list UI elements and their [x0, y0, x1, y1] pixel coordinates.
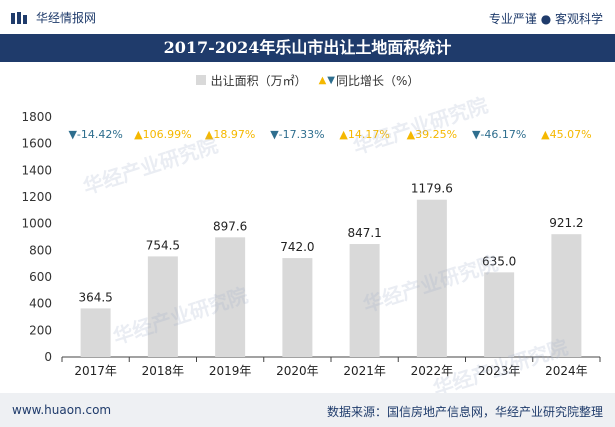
y-tick-label: 600 — [29, 270, 52, 284]
bar-value-label: 1179.6 — [411, 182, 453, 196]
x-tick-label: 2020年 — [276, 364, 319, 378]
growth-label-up: ▲45.07% — [541, 128, 591, 141]
legend-label-area: 出让面积（万㎡） — [210, 73, 307, 88]
y-tick-label: 200 — [29, 323, 52, 337]
tagline: 专业严谨 ● 客观科学 — [488, 12, 603, 26]
footer-source: 数据来源：国信房地产信息网，华经产业研究院整理 — [326, 405, 603, 419]
x-tick-label: 2023年 — [478, 364, 521, 378]
brand-logo-icon — [11, 11, 27, 24]
bar-value-label: 635.0 — [482, 254, 516, 268]
triangle-down-icon: ▼ — [327, 74, 335, 86]
y-tick-label: 400 — [29, 297, 52, 311]
footer-url-link[interactable]: www.huaon.com — [12, 403, 112, 417]
legend-swatch-bar — [195, 75, 206, 85]
y-tick-label: 0 — [44, 350, 52, 364]
bar-value-label: 847.1 — [347, 226, 381, 240]
x-tick-label: 2017年 — [74, 364, 117, 378]
y-tick-label: 1600 — [21, 137, 52, 151]
growth-label-up: ▲39.25% — [407, 128, 457, 141]
y-tick-label: 1400 — [21, 163, 52, 177]
legend: 出让面积（万㎡） ▲ ▼ 同比增长（%） — [0, 71, 615, 89]
y-tick-label: 1000 — [21, 217, 52, 231]
legend-item-area: 出让面积（万㎡） — [195, 72, 307, 89]
bar-value-label: 364.5 — [78, 290, 112, 304]
y-tick-label: 800 — [29, 243, 52, 257]
growth-label-down: ▼-17.33% — [270, 128, 324, 141]
footer: www.huaon.com 数据来源：国信房地产信息网，华经产业研究院整理 — [0, 393, 615, 427]
bar-value-label: 742.0 — [280, 240, 314, 254]
x-tick-label: 2022年 — [411, 364, 454, 378]
x-tick-label: 2019年 — [209, 364, 252, 378]
legend-item-growth: ▲ ▼ 同比增长（%） — [319, 72, 420, 89]
growth-label-up: ▲18.97% — [205, 128, 255, 141]
chart-title: 2017-2024年乐山市出让土地面积统计 — [163, 38, 452, 57]
legend-label-growth: 同比增长（%） — [336, 73, 420, 88]
bar-value-label: 897.6 — [213, 219, 247, 233]
triangle-up-icon: ▲ — [318, 74, 327, 86]
y-tick-label: 1800 — [21, 110, 52, 124]
title-bar: 2017-2024年乐山市出让土地面积统计 — [0, 34, 615, 62]
y-tick-label: 1200 — [21, 190, 52, 204]
bar — [551, 234, 582, 357]
x-tick-label: 2024年 — [545, 364, 588, 378]
growth-label-up: ▲14.17% — [339, 128, 389, 141]
bar — [147, 256, 178, 357]
bar-value-label: 921.2 — [549, 216, 583, 230]
bar — [349, 244, 380, 357]
brand[interactable]: 华经情报网 — [10, 9, 96, 26]
growth-label-up: ▲106.99% — [134, 128, 191, 141]
bar — [484, 272, 515, 357]
bar — [215, 237, 246, 357]
bar — [416, 199, 447, 357]
x-tick-label: 2018年 — [142, 364, 185, 378]
brand-name: 华经情报网 — [36, 11, 97, 25]
bar — [282, 258, 313, 357]
growth-label-down: ▼-14.42% — [68, 128, 122, 141]
bar — [80, 308, 111, 357]
x-tick-label: 2021年 — [343, 364, 386, 378]
bar-chart: 0 200 400 600 800 1000 1200 1400 1600 1800 364.5 20… — [21, 110, 601, 378]
growth-label-down: ▼-46.17% — [472, 128, 526, 141]
bar-value-label: 754.5 — [146, 238, 180, 252]
top-bar: 华经情报网 专业严谨 ● 客观科学 — [0, 0, 615, 34]
